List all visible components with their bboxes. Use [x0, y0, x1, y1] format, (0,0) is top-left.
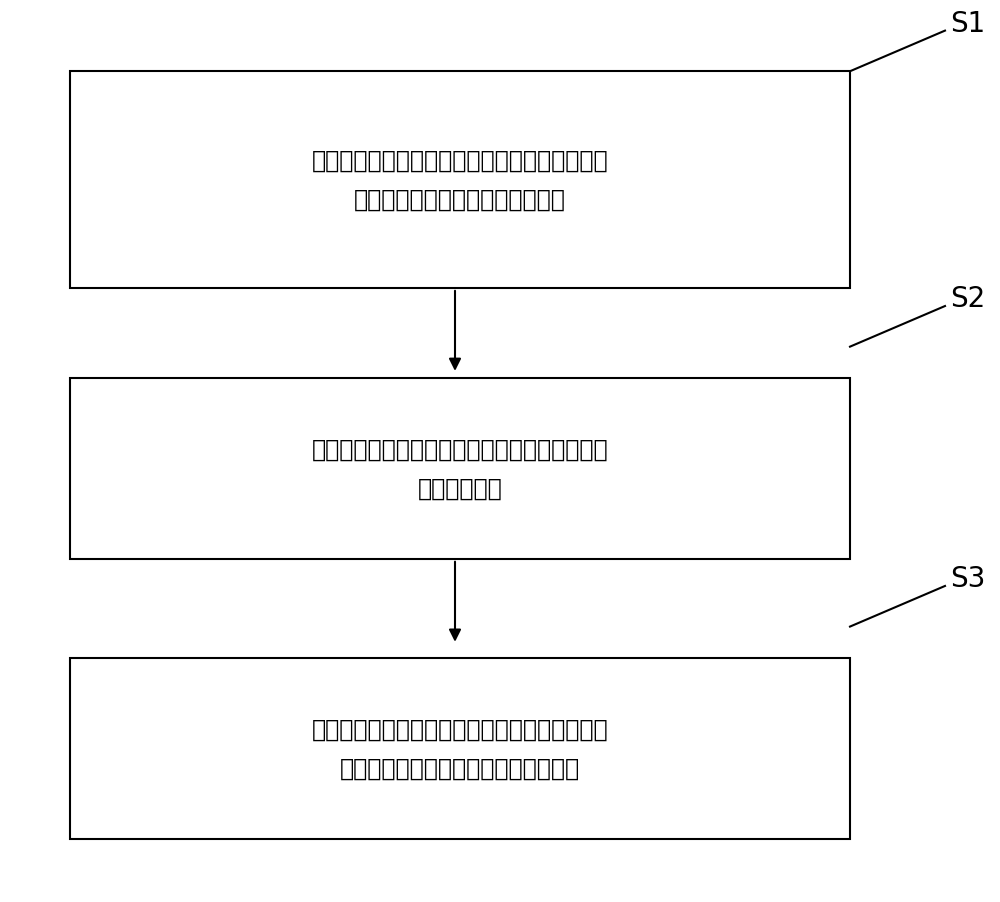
FancyBboxPatch shape	[70, 658, 850, 839]
Text: S2: S2	[950, 285, 985, 313]
Text: 根据所述最小间断角和所述合闸角度评估所述断
路器所带有的合闸电阻的最小投入时间: 根据所述最小间断角和所述合闸角度评估所述断 路器所带有的合闸电阻的最小投入时间	[312, 717, 608, 780]
FancyBboxPatch shape	[70, 72, 850, 289]
Text: 确定断路器所对应变压器的稳态磁通和所述断路
器中的辅助触头合闸时的合闸角度: 确定断路器所对应变压器的稳态磁通和所述断路 器中的辅助触头合闸时的合闸角度	[312, 149, 608, 212]
FancyBboxPatch shape	[70, 379, 850, 559]
Text: 根据所述稳态磁通和所述合闸角度计算励磁涌流
的最小间断角: 根据所述稳态磁通和所述合闸角度计算励磁涌流 的最小间断角	[312, 437, 608, 501]
Text: S1: S1	[950, 10, 985, 38]
Text: S3: S3	[950, 565, 985, 593]
